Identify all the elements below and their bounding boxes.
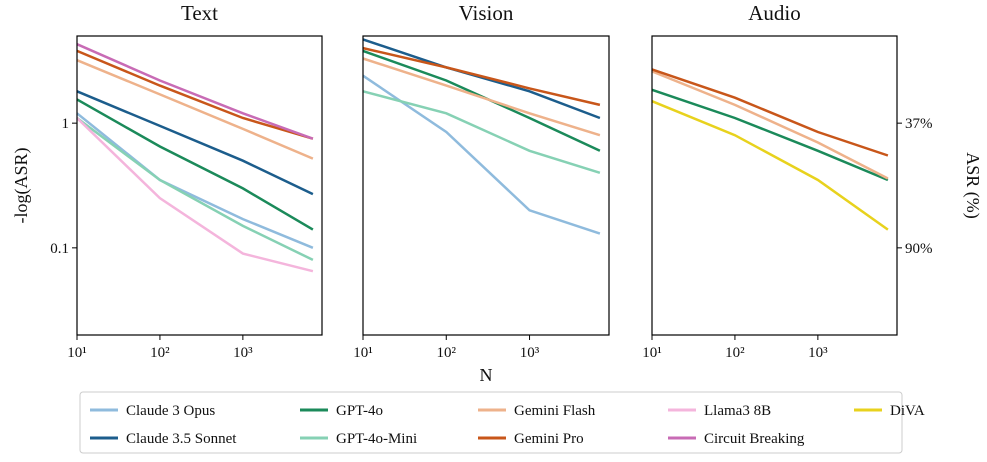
x-tick-label: 10¹ — [642, 345, 662, 361]
series-line — [651, 68, 889, 157]
x-tick-label: 10³ — [520, 345, 540, 361]
legend-label: Llama3 8B — [704, 403, 771, 419]
x-tick-label: 10³ — [233, 345, 253, 361]
series-line — [362, 90, 601, 174]
x-tick-label: 10¹ — [67, 345, 87, 361]
plot-frame — [76, 35, 323, 336]
legend-label: DiVA — [890, 403, 925, 419]
legend-box — [79, 391, 903, 454]
series-line — [76, 116, 314, 262]
legend-label: GPT-4o-Mini — [336, 431, 417, 447]
x-tick-label: 10² — [437, 345, 457, 361]
y-tick-label: 0.1 — [50, 241, 69, 257]
series-line — [651, 88, 889, 182]
legend-label: Gemini Flash — [514, 403, 596, 419]
x-tick-label: 10¹ — [353, 345, 373, 361]
series-line — [651, 70, 889, 180]
series-line — [76, 59, 314, 160]
series-line — [76, 43, 314, 140]
series-line — [362, 57, 601, 137]
series-line — [76, 49, 314, 140]
legend-label: Claude 3.5 Sonnet — [126, 431, 237, 447]
x-tick-label: 10³ — [808, 345, 828, 361]
series-line — [362, 74, 601, 235]
series-line — [76, 90, 314, 196]
y-axis-label: -log(ASR) — [11, 147, 32, 223]
x-tick-label: 10² — [725, 345, 745, 361]
series-line — [76, 98, 314, 231]
series-line — [362, 46, 601, 107]
y2-tick-label: 37% — [905, 116, 933, 132]
legend-label: Gemini Pro — [514, 431, 584, 447]
x-tick-label: 10² — [150, 345, 170, 361]
plot-frame — [362, 35, 610, 336]
y2-axis-label: ASR (%) — [962, 152, 983, 219]
plot-frame — [651, 35, 898, 336]
legend-label: GPT-4o — [336, 403, 383, 419]
x-axis-label: N — [480, 365, 493, 385]
panel-title: Text — [181, 1, 218, 25]
legend-label: Claude 3 Opus — [126, 403, 215, 419]
panel-title: Audio — [748, 1, 801, 25]
series-line — [76, 117, 314, 273]
series-line — [76, 112, 314, 249]
y2-tick-label: 90% — [905, 241, 933, 257]
legend-label: Circuit Breaking — [704, 431, 805, 447]
y-tick-label: 1 — [62, 116, 70, 132]
series-line — [362, 38, 601, 120]
panel-title: Vision — [459, 1, 514, 25]
series-line — [651, 100, 889, 231]
